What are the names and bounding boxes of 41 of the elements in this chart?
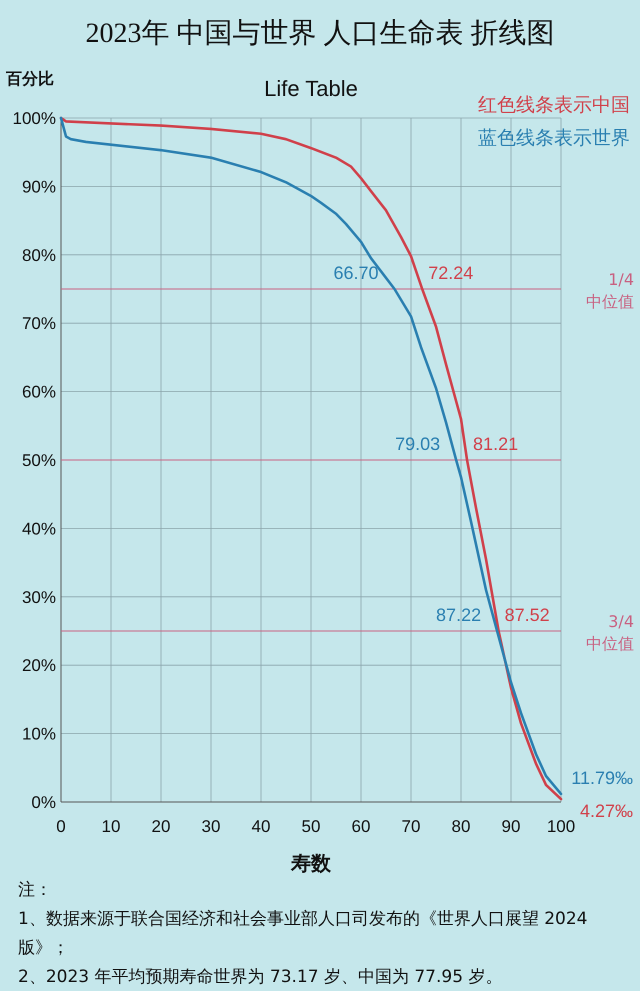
- ref-line-label: 1/4 中位值: [586, 270, 634, 311]
- annotation: 4.27‰: [580, 801, 633, 822]
- text: 1、数据来源于联合国经济和社会事业部人口司发布的《世界人口展望 2024 版》；: [18, 908, 588, 960]
- x-tick-label: 0: [56, 817, 66, 836]
- ref-line-label: 3/4 中位值: [586, 612, 634, 653]
- annotation: 72.24: [428, 263, 474, 283]
- y-tick-label: 30%: [22, 588, 56, 607]
- text: 红色线条表示中国: [478, 94, 630, 116]
- x-tick-label: 90: [502, 817, 520, 836]
- y-tick-label: 20%: [22, 656, 56, 676]
- x-tick-label: 30: [202, 817, 220, 836]
- x-tick-label: 100: [546, 817, 576, 836]
- x-tick-label: 10: [102, 817, 120, 836]
- annotation: 87.52: [504, 605, 550, 625]
- annotation: 11.79‰: [571, 768, 633, 788]
- y-axis-title: 百分比: [5, 69, 54, 88]
- chart-title: 2023年 中国与世界 人口生命表 折线图: [86, 18, 554, 49]
- annotation: 87.22: [436, 605, 482, 625]
- y-tick-label: 90%: [22, 177, 56, 196]
- x-tick-label: 70: [402, 817, 420, 836]
- x-tick-label: 60: [352, 817, 370, 836]
- annotation: 79.03: [395, 434, 440, 454]
- y-tick-label: 0%: [31, 793, 56, 812]
- chart-subtitle: Life Table: [264, 76, 358, 101]
- text: 蓝色线条表示世界: [478, 127, 630, 149]
- x-tick-label: 40: [252, 817, 270, 836]
- text: 注：: [18, 879, 53, 902]
- x-tick-label: 80: [452, 817, 470, 836]
- annotation: 81.21: [473, 434, 518, 454]
- y-tick-label: 50%: [22, 451, 56, 470]
- text: 2、2023 年平均预期寿命世界为 73.17 岁、中国为 77.95 岁。: [18, 966, 504, 989]
- y-tick-label: 60%: [22, 382, 56, 402]
- y-tick-label: 100%: [12, 109, 56, 128]
- y-tick-label: 80%: [22, 246, 56, 265]
- y-tick-label: 40%: [22, 519, 56, 538]
- x-tick-label: 20: [152, 817, 170, 836]
- y-tick-label: 10%: [22, 724, 56, 744]
- x-tick-label: 50: [302, 817, 320, 836]
- x-axis-title: 寿数: [290, 851, 332, 875]
- annotation: 66.70: [333, 263, 378, 283]
- y-tick-label: 70%: [22, 314, 56, 334]
